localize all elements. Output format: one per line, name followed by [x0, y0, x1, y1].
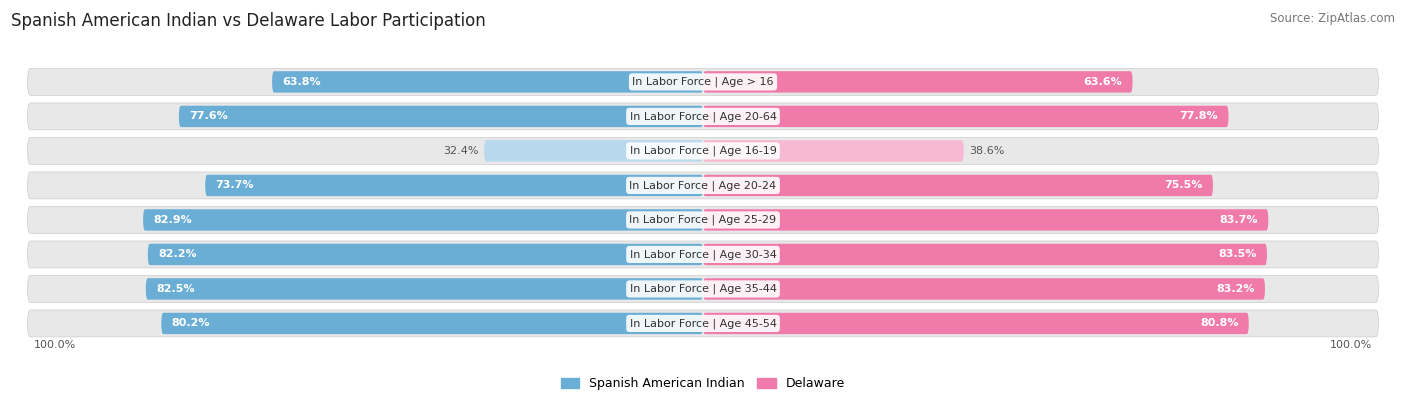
Text: 38.6%: 38.6%	[969, 146, 1004, 156]
Text: In Labor Force | Age 20-24: In Labor Force | Age 20-24	[630, 180, 776, 191]
FancyBboxPatch shape	[162, 313, 703, 334]
Text: 83.5%: 83.5%	[1219, 249, 1257, 260]
FancyBboxPatch shape	[28, 241, 1378, 268]
Text: In Labor Force | Age 30-34: In Labor Force | Age 30-34	[630, 249, 776, 260]
FancyBboxPatch shape	[28, 310, 1378, 337]
FancyBboxPatch shape	[273, 71, 703, 92]
FancyBboxPatch shape	[148, 244, 703, 265]
FancyBboxPatch shape	[205, 175, 703, 196]
Text: 82.9%: 82.9%	[153, 215, 193, 225]
Text: 77.8%: 77.8%	[1180, 111, 1219, 121]
Text: 83.7%: 83.7%	[1219, 215, 1258, 225]
Text: 82.5%: 82.5%	[156, 284, 194, 294]
Text: In Labor Force | Age 45-54: In Labor Force | Age 45-54	[630, 318, 776, 329]
Text: 100.0%: 100.0%	[34, 340, 76, 350]
FancyBboxPatch shape	[703, 278, 1265, 300]
FancyBboxPatch shape	[703, 313, 1249, 334]
Text: In Labor Force | Age > 16: In Labor Force | Age > 16	[633, 77, 773, 87]
Text: In Labor Force | Age 16-19: In Labor Force | Age 16-19	[630, 146, 776, 156]
FancyBboxPatch shape	[28, 275, 1378, 303]
Text: 80.8%: 80.8%	[1201, 318, 1239, 329]
Text: 63.6%: 63.6%	[1084, 77, 1122, 87]
FancyBboxPatch shape	[28, 207, 1378, 233]
FancyBboxPatch shape	[703, 140, 963, 162]
FancyBboxPatch shape	[28, 172, 1378, 199]
FancyBboxPatch shape	[143, 209, 703, 231]
Text: In Labor Force | Age 25-29: In Labor Force | Age 25-29	[630, 214, 776, 225]
Text: 80.2%: 80.2%	[172, 318, 209, 329]
FancyBboxPatch shape	[28, 68, 1378, 95]
Text: 83.2%: 83.2%	[1216, 284, 1254, 294]
Text: 77.6%: 77.6%	[188, 111, 228, 121]
FancyBboxPatch shape	[703, 244, 1267, 265]
FancyBboxPatch shape	[703, 209, 1268, 231]
FancyBboxPatch shape	[146, 278, 703, 300]
Text: Source: ZipAtlas.com: Source: ZipAtlas.com	[1270, 12, 1395, 25]
FancyBboxPatch shape	[179, 106, 703, 127]
FancyBboxPatch shape	[703, 71, 1133, 92]
Text: 73.7%: 73.7%	[215, 181, 254, 190]
Text: In Labor Force | Age 20-64: In Labor Force | Age 20-64	[630, 111, 776, 122]
FancyBboxPatch shape	[28, 103, 1378, 130]
Text: 82.2%: 82.2%	[157, 249, 197, 260]
Text: 63.8%: 63.8%	[283, 77, 321, 87]
Text: 75.5%: 75.5%	[1164, 181, 1202, 190]
Text: Spanish American Indian vs Delaware Labor Participation: Spanish American Indian vs Delaware Labo…	[11, 12, 486, 30]
FancyBboxPatch shape	[703, 106, 1229, 127]
Text: In Labor Force | Age 35-44: In Labor Force | Age 35-44	[630, 284, 776, 294]
FancyBboxPatch shape	[484, 140, 703, 162]
Text: 100.0%: 100.0%	[1330, 340, 1372, 350]
Legend: Spanish American Indian, Delaware: Spanish American Indian, Delaware	[555, 372, 851, 395]
FancyBboxPatch shape	[28, 137, 1378, 164]
FancyBboxPatch shape	[703, 175, 1213, 196]
Text: 32.4%: 32.4%	[443, 146, 479, 156]
